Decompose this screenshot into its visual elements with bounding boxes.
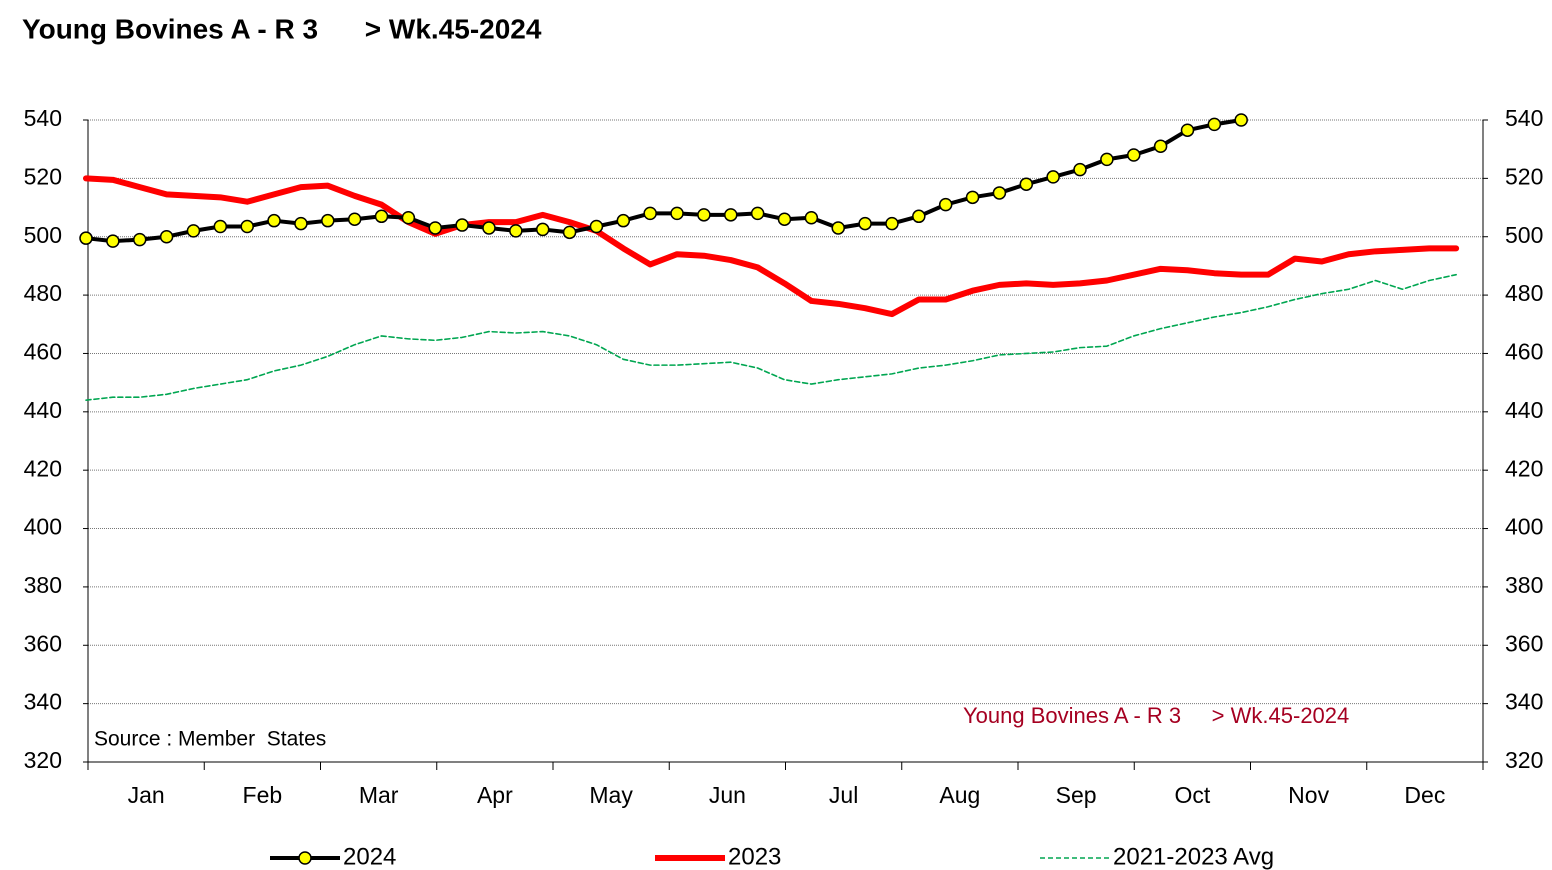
marker xyxy=(509,224,523,238)
marker xyxy=(321,213,335,228)
marker xyxy=(885,216,899,231)
x-tick-label: Jun xyxy=(709,782,746,808)
marker xyxy=(294,216,308,231)
marker xyxy=(1127,148,1141,162)
marker xyxy=(1046,170,1060,184)
marker xyxy=(616,213,631,228)
y2-tick-label: 440 xyxy=(1505,397,1543,423)
y-tick-label: 520 xyxy=(24,163,62,189)
marker xyxy=(374,209,389,224)
marker xyxy=(428,221,442,235)
y-tick-label: 540 xyxy=(24,105,62,131)
y-tick-label: 440 xyxy=(24,397,62,423)
marker xyxy=(213,219,228,234)
marker xyxy=(831,221,845,235)
marker xyxy=(670,206,684,221)
marker xyxy=(1100,152,1114,167)
marker xyxy=(965,190,980,205)
x-tick-label: Aug xyxy=(939,782,980,808)
y-tick-label: 420 xyxy=(24,455,62,481)
y-tick-label: 480 xyxy=(24,280,62,306)
x-tick-label: Oct xyxy=(1174,782,1210,808)
marker xyxy=(1073,162,1087,177)
x-tick-label: Jul xyxy=(829,782,858,808)
marker xyxy=(643,206,657,221)
marker xyxy=(858,216,872,231)
y2-tick-label: 420 xyxy=(1505,455,1543,481)
x-tick-label: May xyxy=(589,782,633,808)
x-tick-label: Dec xyxy=(1404,782,1445,808)
y2-tick-label: 480 xyxy=(1505,280,1543,306)
marker xyxy=(724,208,738,222)
legend-label: 2024 xyxy=(343,843,396,870)
x-tick-label: Apr xyxy=(477,782,513,808)
marker xyxy=(535,222,550,237)
series-line xyxy=(85,273,1457,401)
legend-label: 2021-2023 Avg xyxy=(1113,843,1274,870)
x-tick-label: Mar xyxy=(359,782,399,808)
y2-tick-label: 340 xyxy=(1505,689,1543,715)
marker xyxy=(992,186,1007,200)
y-tick-label: 340 xyxy=(24,689,62,715)
y2-tick-label: 520 xyxy=(1505,163,1543,189)
marker xyxy=(455,218,469,232)
marker xyxy=(159,229,174,244)
marker xyxy=(79,231,93,245)
marker xyxy=(482,221,496,235)
marker xyxy=(562,225,577,240)
marker xyxy=(750,206,765,221)
y-tick-label: 460 xyxy=(24,339,62,365)
x-tick-label: Nov xyxy=(1288,782,1329,808)
series-line xyxy=(84,118,1244,244)
x-tick-label: Feb xyxy=(243,782,283,808)
marker xyxy=(938,197,953,212)
chart-title: Young Bovines A - R 3 > Wk.45-2024 xyxy=(22,13,542,44)
legend-marker xyxy=(298,851,312,865)
marker xyxy=(240,219,254,234)
marker xyxy=(777,212,792,226)
marker xyxy=(912,209,926,224)
source: Source : Member States xyxy=(94,728,326,751)
y-tick-label: 500 xyxy=(24,222,62,248)
marker xyxy=(1180,123,1195,137)
y-tick-label: 320 xyxy=(24,747,62,773)
marker xyxy=(697,208,711,222)
x-tick-label: Sep xyxy=(1056,782,1097,808)
y2-tick-label: 500 xyxy=(1505,222,1543,248)
y2-tick-label: 320 xyxy=(1505,747,1543,773)
x-tick-label: Jan xyxy=(128,782,165,808)
y2-tick-label: 380 xyxy=(1505,572,1543,598)
series-line xyxy=(83,175,1460,318)
marker xyxy=(186,224,201,238)
marker xyxy=(1234,113,1248,127)
y-tick-label: 360 xyxy=(24,630,62,656)
marker xyxy=(347,212,362,226)
y2-tick-label: 400 xyxy=(1505,514,1543,540)
y-tick-label: 400 xyxy=(24,514,62,540)
marker xyxy=(1019,177,1034,191)
marker xyxy=(1153,139,1168,154)
marker xyxy=(267,213,281,228)
y2-tick-label: 360 xyxy=(1505,630,1543,656)
marker xyxy=(804,211,819,225)
marker xyxy=(589,219,604,234)
legend-label: 2023 xyxy=(728,843,781,870)
y2-tick-label: 540 xyxy=(1505,105,1543,131)
marker xyxy=(132,232,147,247)
annotation: Young Bovines A - R 3 > Wk.45-2024 xyxy=(963,703,1349,728)
y2-tick-label: 460 xyxy=(1505,339,1543,365)
marker xyxy=(1207,117,1222,132)
marker xyxy=(106,234,120,248)
y-tick-label: 380 xyxy=(24,572,62,598)
marker xyxy=(401,211,416,225)
